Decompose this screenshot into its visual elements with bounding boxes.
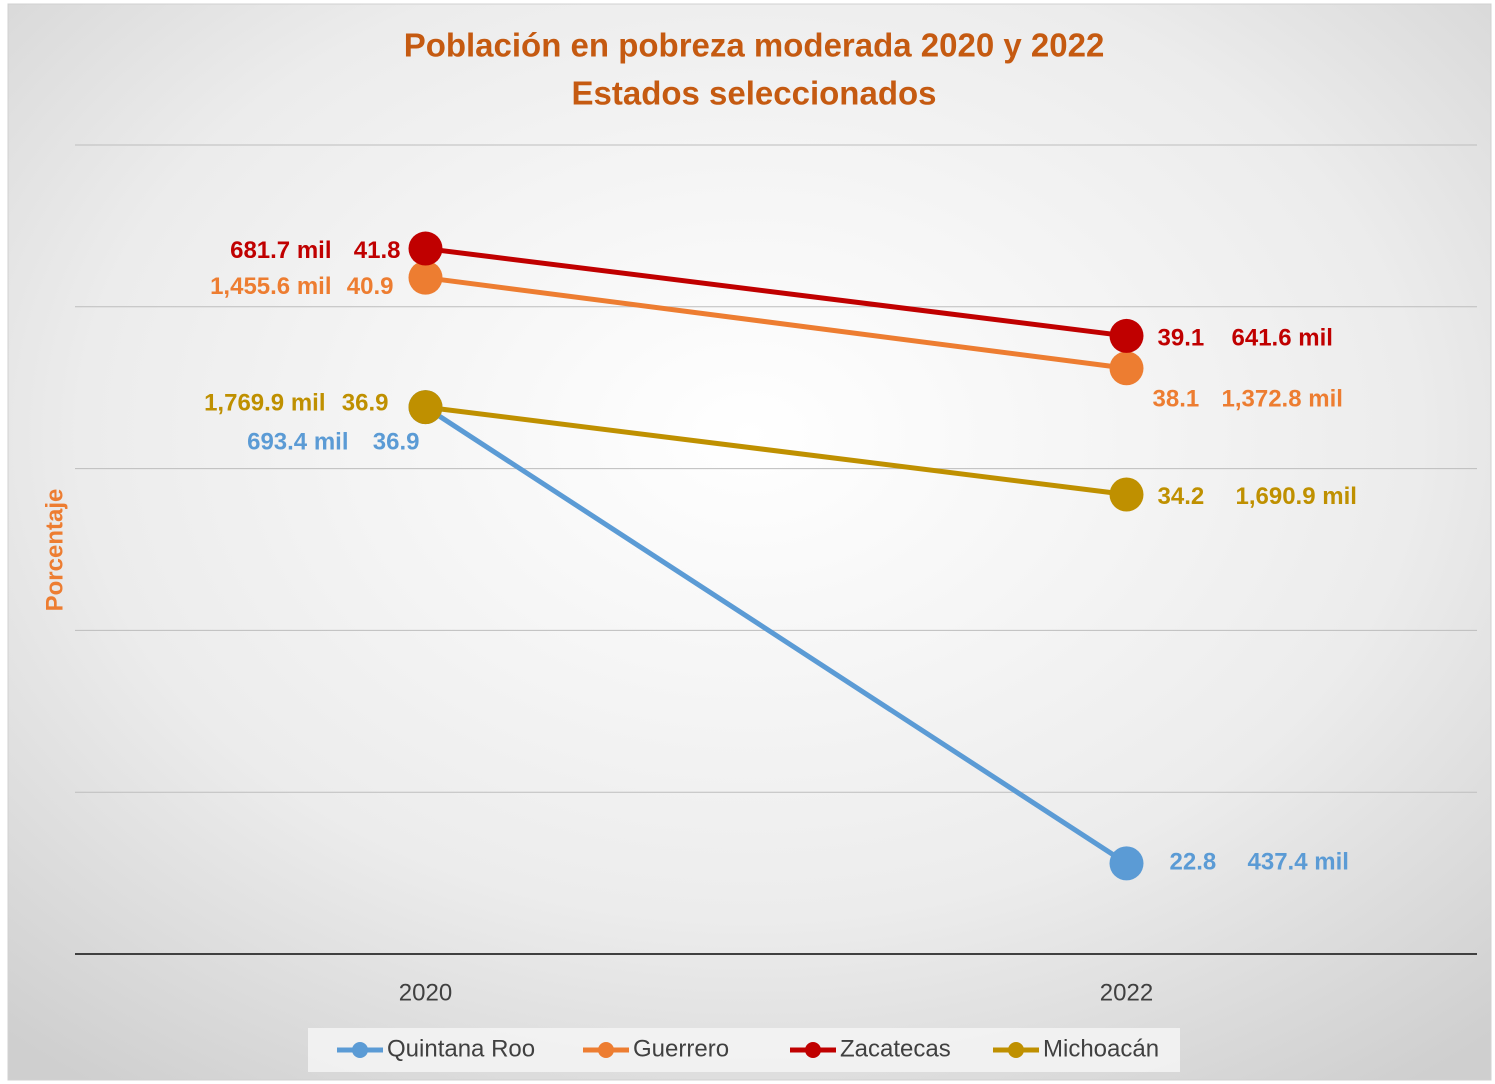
data-label: 38.1 [1153,386,1200,413]
legend-marker [598,1042,614,1058]
x-tick-label: 2022 [1100,979,1153,1006]
legend-label: Michoacán [1043,1035,1159,1062]
population-label: 693.4 mil [247,428,348,455]
population-label: 681.7 mil [230,237,331,264]
data-label: 41.8 [354,237,401,264]
population-label: 641.6 mil [1232,324,1333,351]
data-label: 22.8 [1170,849,1217,876]
population-label: 1,769.9 mil [204,389,325,416]
legend-label: Zacatecas [840,1035,951,1062]
population-label: 1,372.8 mil [1222,386,1343,413]
data-label: 36.9 [373,428,420,455]
data-point [408,390,443,425]
series-line [425,246,1127,339]
data-point [1109,351,1144,386]
data-label: 40.9 [347,273,394,300]
population-label: 437.4 mil [1248,849,1349,876]
chart-title: Población en pobreza moderada 2020 y 202… [404,27,1105,64]
y-axis-label: Porcentaje [41,489,68,612]
legend-label: Quintana Roo [387,1035,535,1062]
population-label: 1,455.6 mil [210,273,331,300]
series-line [424,405,1128,866]
data-point [1109,477,1144,512]
data-point [1109,846,1144,881]
data-point [408,260,443,295]
legend-marker [805,1042,821,1058]
legend-label: Guerrero [633,1035,729,1062]
population-label: 1,690.9 mil [1236,483,1357,510]
x-tick-label: 2020 [399,979,452,1006]
series-line [425,404,1127,497]
series-line [425,275,1127,371]
chart-background [7,3,1492,1081]
data-label: 39.1 [1158,324,1205,351]
data-point [408,231,443,266]
chart-subtitle: Estados seleccionados [572,75,937,112]
data-label: 34.2 [1158,483,1205,510]
legend-marker [1008,1042,1024,1058]
data-point [1109,318,1144,353]
data-label: 36.9 [342,389,389,416]
legend-marker [352,1042,368,1058]
